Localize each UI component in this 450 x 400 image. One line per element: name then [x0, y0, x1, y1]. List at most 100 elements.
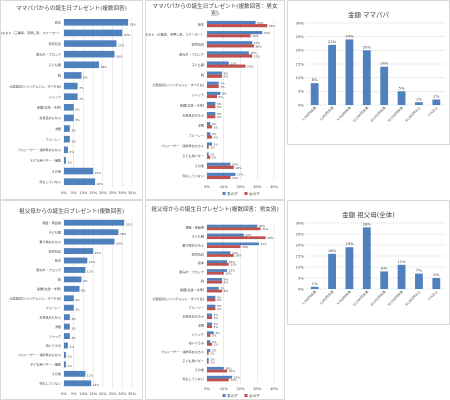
chart-plot: 0% 10% 20% 30% 40% 絵本 29% 36% 乗り物おもちゃ（三輪車、手押し車、ス… — [146, 19, 279, 196]
x-tick-label: 15% — [89, 392, 98, 396]
x-tick-label: 30% — [253, 387, 262, 391]
bar — [207, 304, 216, 308]
value-label: 18% — [100, 65, 107, 69]
value-label: 3% — [71, 317, 76, 321]
value-label: 14% — [93, 383, 100, 387]
bar — [207, 165, 234, 169]
value-label: 2% — [212, 122, 217, 126]
chart-panel-parents-gifts: ママパパからの誕生日プレゼント(複数回答) 0% 5% 10% 15% 20% 25% 30… — [0, 0, 143, 200]
bar — [207, 227, 261, 231]
value-label: 11% — [87, 374, 94, 378]
bar — [64, 257, 88, 264]
value-label: 12% — [89, 260, 96, 264]
x-tick-label: 20% — [237, 387, 246, 391]
bar — [64, 238, 115, 245]
y-tick-label: 15% — [296, 253, 305, 258]
bar — [207, 125, 213, 129]
bar — [415, 273, 423, 289]
value-label: 2% — [212, 349, 217, 353]
category-label: ジャック — [49, 94, 61, 99]
value-label: 16% — [235, 166, 242, 170]
bar — [207, 236, 266, 240]
bar — [380, 271, 389, 289]
y-tick-label: 25% — [296, 34, 305, 39]
x-tick-label: 10,000円未満 — [351, 289, 369, 307]
value-label: 5% — [217, 307, 222, 311]
bar — [397, 91, 406, 105]
value-label: 27% — [254, 41, 261, 45]
value-label: 9% — [224, 289, 229, 293]
y-tick-label: 10% — [296, 75, 305, 80]
category-label: 乗り物おもちゃ（三輪車、手押し車、スケーター） — [146, 31, 204, 36]
y-tick-label: 15% — [296, 61, 305, 66]
value-label: 10% — [225, 271, 232, 275]
category-label: その他 — [52, 371, 61, 376]
category-label: その他 — [52, 168, 61, 173]
bar — [207, 378, 229, 382]
x-tick-label: 0% — [61, 191, 67, 195]
value-label: 3% — [214, 322, 219, 326]
x-tick-label: 20% — [99, 191, 108, 195]
value-label: 1% — [210, 358, 215, 362]
bar — [207, 64, 246, 68]
category-label: ブルドーザー・消防車おもちゃ — [161, 349, 204, 354]
value-label: 30% — [124, 33, 131, 37]
value-label: 5% — [217, 102, 222, 106]
value-label: 22% — [328, 39, 337, 44]
bar — [64, 323, 70, 330]
bar — [207, 280, 223, 284]
bar — [64, 61, 99, 69]
category-label: 洋服 — [55, 324, 61, 329]
value-label: 14% — [232, 176, 239, 180]
bar — [207, 112, 216, 116]
value-label: 25% — [250, 51, 257, 55]
category-label: ブルドーザー・消防車おもちゃ — [18, 147, 61, 152]
legend-swatch — [244, 394, 248, 397]
value-label: 9% — [224, 278, 229, 282]
bar — [207, 298, 216, 302]
category-label: 知育玩具 — [192, 251, 204, 256]
x-tick-label: 10,000円未満 — [351, 105, 369, 123]
category-label: ブルドーザー・消防車おもちゃ — [161, 143, 204, 148]
value-label: 27% — [254, 54, 261, 58]
value-label: 32% — [262, 227, 269, 231]
category-label: 大型遊具(ジャングルジム・すべり台) — [152, 82, 204, 87]
chart-plot: 0% 5% 10% 15% 20% 25% 30% 35%現金・商品券 31%子ども服 28%乗り… — [9, 218, 137, 396]
bar — [64, 146, 68, 154]
chart-plot: 0% 10% 20% 30% 40%現金・商品券 30%32%子ども服 22%35%乗り物お… — [152, 223, 279, 398]
value-label: 8% — [81, 289, 86, 293]
x-tick-label: それ以上 — [426, 105, 438, 117]
bar — [207, 295, 216, 299]
value-label: 8% — [222, 92, 227, 96]
bar — [64, 19, 129, 26]
chart-plot: 0% 5% 10% 15% 20% 25% 30% 8% 1,000円未満 22% 3,000円未満… — [296, 20, 445, 123]
category-label: 靴 — [201, 278, 204, 283]
bar — [207, 24, 268, 28]
value-label: 3% — [71, 336, 76, 340]
bar — [207, 334, 211, 337]
value-label: 20% — [363, 44, 372, 49]
category-label: 楽器(太鼓・木琴) — [180, 102, 204, 107]
value-label: 15% — [95, 251, 102, 255]
value-label: 1% — [67, 355, 72, 359]
bar — [207, 61, 229, 65]
bar — [362, 227, 371, 289]
value-label: 1% — [416, 96, 422, 101]
value-label: 36% — [269, 24, 276, 28]
bar — [207, 54, 253, 58]
y-tick-label: 10% — [296, 264, 305, 269]
value-label: 5% — [75, 107, 80, 111]
value-label: 7% — [220, 85, 225, 89]
value-label: 3% — [214, 343, 219, 347]
bar — [207, 260, 228, 263]
value-label: 35% — [267, 236, 274, 240]
y-tick-label: 30% — [296, 20, 305, 25]
category-label: 知育玩具 — [192, 42, 204, 47]
chart-title: 金額 祖父母(全体) — [342, 211, 395, 219]
bar — [207, 351, 209, 355]
x-tick-label: 35% — [128, 191, 137, 195]
bar — [64, 114, 74, 122]
x-tick-label: 30,000円未満 — [386, 105, 404, 123]
value-label: 5% — [217, 105, 222, 109]
category-label: 絵本 — [198, 21, 204, 26]
